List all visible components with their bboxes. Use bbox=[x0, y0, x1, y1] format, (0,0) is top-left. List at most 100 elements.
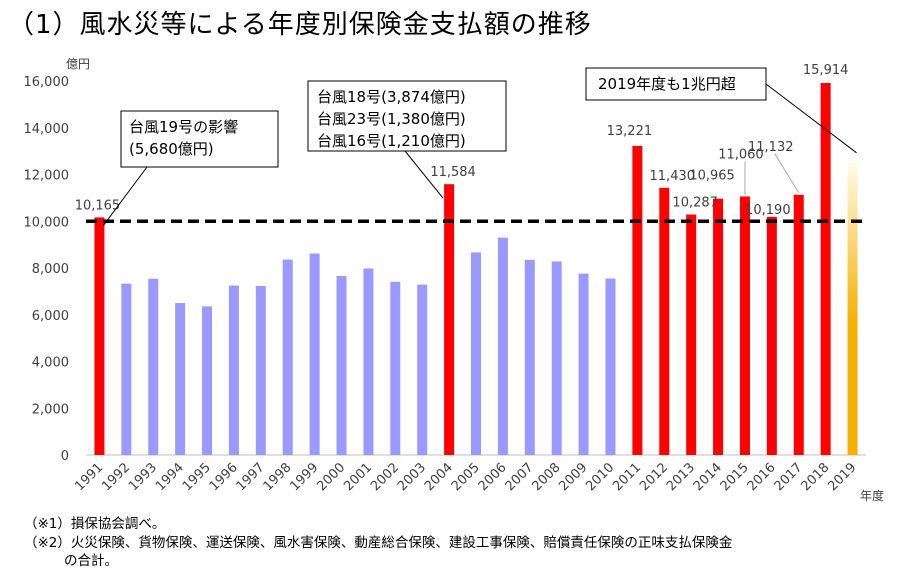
data-label-2013: 10,287 bbox=[672, 196, 718, 211]
data-label-1991: 10,165 bbox=[75, 198, 121, 213]
data-label-2017: 11,132 bbox=[748, 140, 794, 155]
callout-0: 台風19号の影響 (5,680億円) bbox=[103, 110, 279, 226]
x-tick-label: 2014 bbox=[691, 460, 725, 494]
bar-2002 bbox=[390, 281, 401, 455]
footnote-3: の合計。 bbox=[64, 553, 118, 569]
bar-1997 bbox=[255, 285, 266, 455]
callout-1: 台風18号(3,874億円) 台風23号(1,380億円) 台風16号(1,210億… bbox=[307, 80, 507, 199]
x-tick-label: 2010 bbox=[583, 460, 617, 494]
data-labels: 10,165 11,584 13,221 11,430 10,287 10,965 11,0… bbox=[75, 63, 849, 218]
callout-box bbox=[120, 110, 279, 168]
y-tick-label: 12,000 bbox=[24, 169, 70, 184]
x-tick-label: 1992 bbox=[99, 460, 133, 494]
bars bbox=[94, 83, 858, 456]
bar-2006 bbox=[497, 237, 508, 455]
x-tick-label: 1998 bbox=[261, 460, 295, 494]
data-label-2018: 15,914 bbox=[803, 63, 849, 78]
bar-1995 bbox=[202, 306, 213, 455]
bar-1994 bbox=[175, 303, 186, 455]
x-tick-label: 2012 bbox=[637, 460, 671, 494]
x-tick-label: 2008 bbox=[530, 460, 564, 494]
y-tick-label: 8,000 bbox=[32, 262, 69, 277]
bar-2014 bbox=[713, 198, 724, 456]
bar-1992 bbox=[121, 283, 132, 455]
x-tick-label: 2019 bbox=[825, 460, 859, 494]
bar-2004 bbox=[444, 184, 455, 455]
bar-2005 bbox=[471, 252, 481, 455]
callout-2: 2019年度も1兆円超 bbox=[585, 67, 857, 154]
data-label-2011: 13,221 bbox=[607, 124, 653, 139]
callout-text: 台風18号(3,874億円) bbox=[317, 88, 466, 106]
y-tick-label: 16,000 bbox=[24, 75, 70, 90]
data-label-2015: 11,060 bbox=[718, 147, 764, 162]
x-tick-label: 2017 bbox=[772, 460, 806, 494]
bar-2001 bbox=[363, 268, 374, 455]
page-title: （1）風水災等による年度別保険金支払額の推移 bbox=[8, 10, 592, 40]
bar-2016 bbox=[766, 216, 777, 455]
x-tick-label: 2004 bbox=[422, 460, 456, 494]
callout-leader bbox=[103, 166, 148, 226]
callout-leader bbox=[404, 150, 444, 199]
y-tick-label: 14,000 bbox=[24, 122, 70, 137]
x-tick-label: 2000 bbox=[314, 460, 348, 494]
y-tick-label: 6,000 bbox=[32, 309, 69, 324]
x-tick-label: 2001 bbox=[341, 460, 375, 494]
data-label-2016: 10,190 bbox=[745, 203, 791, 218]
bar-2015 bbox=[739, 196, 750, 455]
bar-1999 bbox=[309, 253, 320, 455]
bar-2007 bbox=[524, 259, 535, 455]
callout-text: 台風23号(1,380億円) bbox=[317, 110, 466, 128]
x-tick-label: 2013 bbox=[664, 460, 698, 494]
callout-box bbox=[307, 80, 507, 152]
x-tick-label: 2011 bbox=[610, 460, 644, 494]
x-axis-unit-label: 年度 bbox=[860, 488, 884, 503]
x-tick-label: 1995 bbox=[180, 460, 214, 494]
bar-2000 bbox=[336, 275, 347, 455]
y-tick-label: 10,000 bbox=[24, 215, 70, 230]
x-tick-label: 2002 bbox=[368, 460, 402, 494]
callout-box bbox=[585, 67, 767, 101]
y-tick-label: 2,000 bbox=[32, 402, 69, 417]
x-axis-ticks: 1991199219931994199519961997199819992000… bbox=[72, 460, 859, 494]
bar-2017 bbox=[793, 194, 804, 456]
bar-1996 bbox=[228, 285, 239, 455]
x-tick-label: 1996 bbox=[207, 460, 241, 494]
x-tick-label: 2007 bbox=[503, 460, 537, 494]
bar-2019 bbox=[847, 162, 858, 455]
y-axis-unit-label: 億円 bbox=[66, 57, 90, 71]
x-tick-label: 1991 bbox=[72, 460, 106, 494]
x-tick-label: 2003 bbox=[395, 460, 429, 494]
callout-text: (5,680億円) bbox=[129, 140, 214, 158]
callout-text: 台風16号(1,210億円) bbox=[317, 132, 466, 150]
footnote-2: （※2）火災保険、貨物保険、運送保険、風水害保険、動産総合保険、建設工事保険、賠… bbox=[24, 535, 733, 551]
bar-1993 bbox=[148, 278, 159, 455]
bar-2011 bbox=[632, 145, 643, 456]
bar-1991 bbox=[94, 217, 105, 455]
data-label-2012: 11,430 bbox=[650, 169, 696, 184]
x-tick-label: 1999 bbox=[287, 460, 321, 494]
x-tick-label: 2018 bbox=[798, 460, 832, 494]
callouts: 台風19号の影響 (5,680億円) 台風18号(3,874億円) 台風23号(1,3… bbox=[103, 67, 857, 226]
data-label-2004: 11,584 bbox=[430, 165, 476, 180]
bar-2008 bbox=[551, 261, 562, 455]
x-tick-label: 2015 bbox=[718, 460, 752, 494]
x-tick-label: 1994 bbox=[153, 460, 187, 494]
y-tick-label: 0 bbox=[61, 449, 69, 464]
callout-text: 台風19号の影響 bbox=[129, 118, 238, 136]
callout-leader bbox=[765, 83, 857, 154]
x-tick-label: 2016 bbox=[745, 460, 779, 494]
x-tick-label: 1997 bbox=[234, 460, 268, 494]
data-label-2014: 10,965 bbox=[689, 169, 735, 184]
bar-2009 bbox=[578, 273, 589, 455]
footnote-1: （※1）損保協会調べ。 bbox=[24, 516, 166, 532]
y-axis-ticks: 0 2,000 4,000 6,000 8,000 10,000 12,000 14,000 1… bbox=[24, 75, 70, 464]
bar-1998 bbox=[282, 259, 293, 455]
bar-2010 bbox=[605, 278, 616, 455]
bar-2003 bbox=[417, 284, 428, 455]
x-tick-label: 2009 bbox=[556, 460, 590, 494]
x-tick-label: 2005 bbox=[449, 460, 483, 494]
callout-text: 2019年度も1兆円超 bbox=[598, 75, 736, 93]
bar-2013 bbox=[686, 214, 697, 455]
bar-2012 bbox=[659, 187, 670, 456]
